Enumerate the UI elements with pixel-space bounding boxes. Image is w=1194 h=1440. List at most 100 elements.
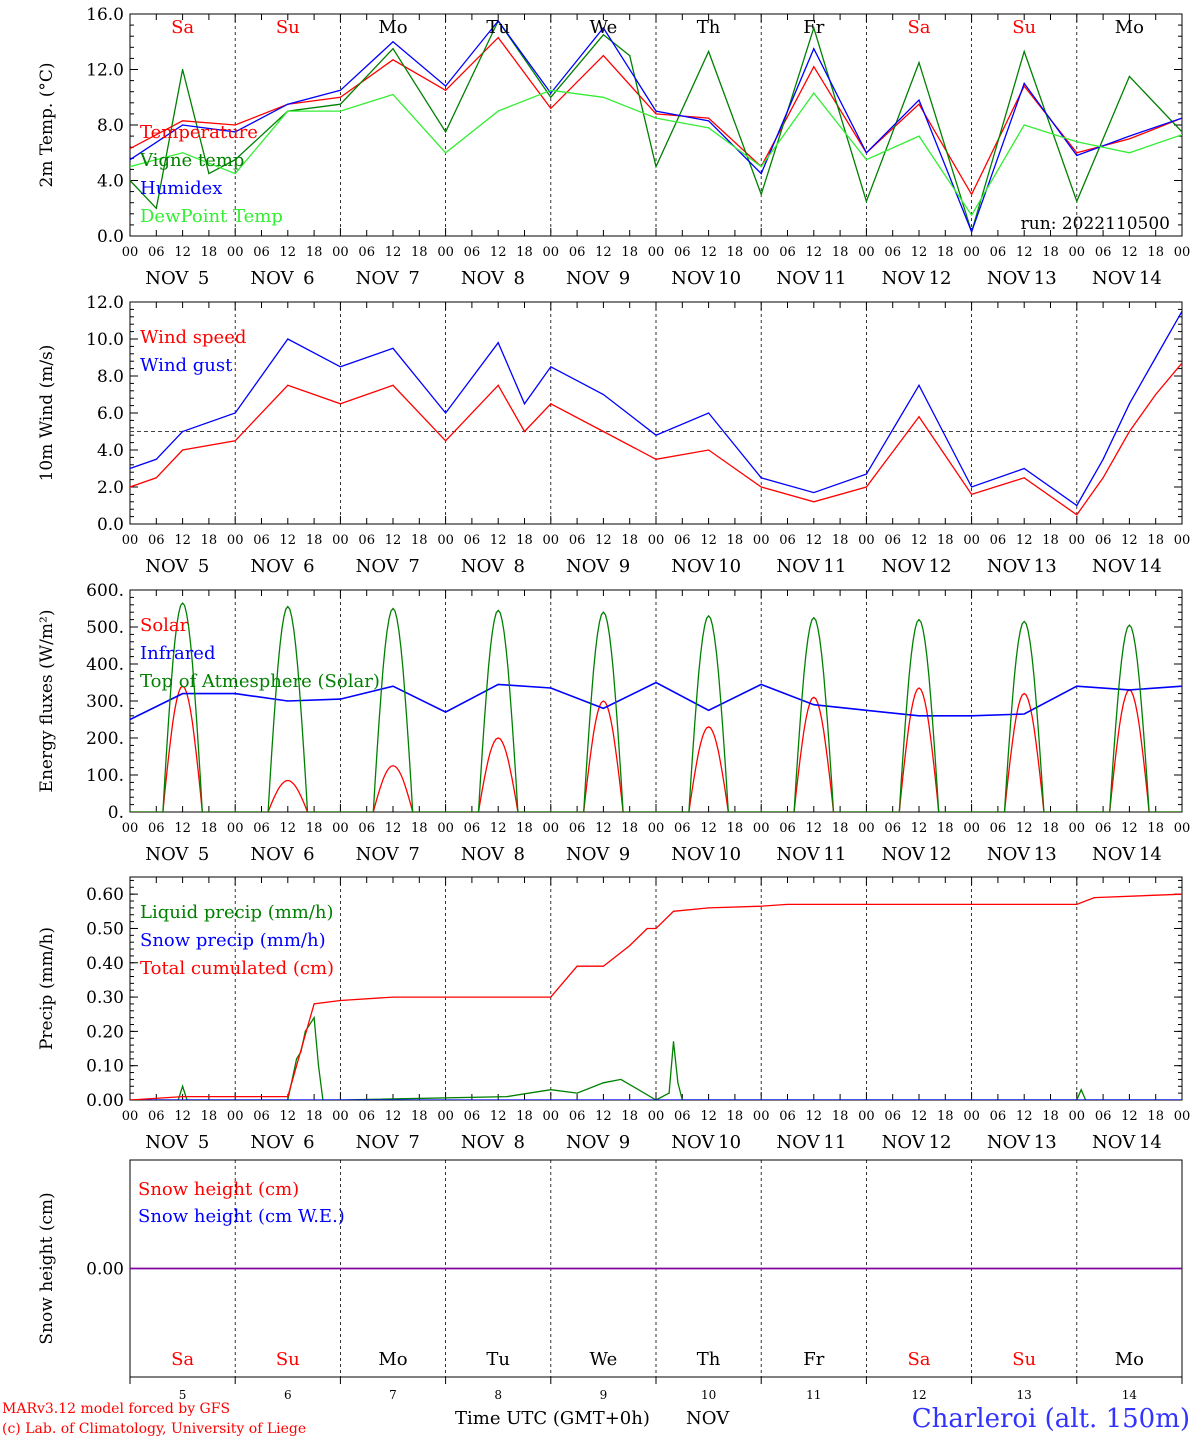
date-label-month: NOV bbox=[461, 268, 505, 289]
hour-label: 00 bbox=[963, 245, 980, 260]
y-tick-label: 16.0 bbox=[86, 5, 124, 25]
data-point bbox=[971, 715, 973, 717]
date-label-day: 11 bbox=[823, 556, 846, 577]
legend-entry: Snow height (cm) bbox=[138, 1179, 299, 1200]
hour-label: 00 bbox=[1069, 533, 1086, 548]
chart-panels: 0.0 4.0 8.0 12.0 16.0 2m Temp. (°C) Temperatur… bbox=[37, 5, 1190, 1402]
hour-label: 18 bbox=[411, 1109, 428, 1124]
date-label-day: 10 bbox=[718, 1132, 741, 1153]
y-tick-label: 0.20 bbox=[86, 1022, 124, 1042]
hour-label: 06 bbox=[779, 821, 796, 836]
data-point bbox=[339, 89, 341, 91]
data-point bbox=[339, 366, 341, 368]
day-of-week-label: Mo bbox=[378, 17, 407, 38]
hour-label: 06 bbox=[990, 533, 1007, 548]
hour-label: 18 bbox=[1147, 245, 1164, 260]
data-point bbox=[182, 430, 184, 433]
y-tick-label: 0.10 bbox=[86, 1057, 124, 1077]
legend-entry: Wind speed bbox=[140, 327, 246, 348]
data-point bbox=[234, 172, 236, 175]
day-of-week-label: Fr bbox=[803, 1349, 824, 1370]
y-tick-label: 0.0 bbox=[97, 227, 124, 247]
date-label-day: 12 bbox=[929, 268, 952, 289]
hour-label: 06 bbox=[569, 533, 586, 548]
hour-label: 12 bbox=[911, 245, 928, 260]
y-tick-label: 600. bbox=[86, 581, 124, 601]
hour-label: 06 bbox=[1095, 821, 1112, 836]
series-group bbox=[130, 601, 1182, 812]
data-point bbox=[497, 683, 499, 685]
hour-label: 00 bbox=[543, 245, 560, 260]
data-point bbox=[918, 384, 920, 386]
data-point bbox=[550, 96, 552, 98]
data-point bbox=[971, 486, 973, 488]
date-label-day: 11 bbox=[823, 1132, 846, 1153]
date-label-day: 12 bbox=[929, 1132, 952, 1153]
date-label-day: 12 bbox=[929, 844, 952, 865]
data-point bbox=[445, 711, 447, 713]
data-point bbox=[1128, 403, 1130, 405]
hour-label: 00 bbox=[437, 1109, 454, 1124]
data-point bbox=[629, 945, 631, 947]
date-label-month: NOV bbox=[145, 556, 189, 577]
hour-label: 18 bbox=[1147, 533, 1164, 548]
hour-label: 06 bbox=[569, 1109, 586, 1124]
hour-label: 12 bbox=[385, 533, 402, 548]
data-point bbox=[339, 999, 341, 1002]
hour-label: 12 bbox=[595, 821, 612, 836]
data-point bbox=[287, 384, 289, 386]
data-point bbox=[445, 85, 447, 87]
hour-label: 12 bbox=[911, 1109, 928, 1124]
data-point bbox=[130, 159, 131, 161]
data-point bbox=[708, 412, 710, 414]
data-point bbox=[576, 965, 578, 967]
y-tick-label: 2.0 bbox=[97, 478, 124, 498]
hour-label: 06 bbox=[884, 821, 901, 836]
data-point bbox=[576, 1092, 578, 1094]
hour-label: 06 bbox=[253, 533, 270, 548]
y-tick-label: 12.0 bbox=[86, 61, 124, 81]
date-label-day: 14 bbox=[1139, 556, 1162, 577]
hour-label: 12 bbox=[490, 1109, 507, 1124]
hour-label: 06 bbox=[674, 821, 691, 836]
hour-label: 12 bbox=[700, 821, 717, 836]
hour-label: 18 bbox=[621, 821, 638, 836]
data-point bbox=[760, 477, 762, 479]
hour-label: 12 bbox=[911, 533, 928, 548]
series-group bbox=[130, 893, 1182, 1100]
data-point bbox=[550, 403, 552, 405]
y-tick-label: 0.30 bbox=[86, 988, 124, 1008]
data-point bbox=[602, 965, 605, 967]
hour-label: 00 bbox=[858, 1109, 875, 1124]
hour-label: 12 bbox=[1121, 821, 1138, 836]
data-point bbox=[760, 166, 762, 168]
data-point bbox=[602, 393, 605, 396]
date-label-month: NOV bbox=[1092, 844, 1136, 865]
date-label-day: 10 bbox=[718, 268, 741, 289]
hour-label: 06 bbox=[253, 821, 270, 836]
hour-label: 12 bbox=[1016, 821, 1033, 836]
date-label-month: NOV bbox=[250, 1132, 294, 1153]
hour-label: 18 bbox=[621, 533, 638, 548]
legend-entry: Temperature bbox=[140, 122, 258, 143]
data-point bbox=[708, 449, 710, 451]
data-point bbox=[655, 927, 657, 930]
y-tick-label: 6.0 bbox=[97, 404, 124, 424]
data-point bbox=[182, 449, 184, 451]
y-tick-label: 0.00 bbox=[86, 1091, 124, 1111]
day-of-week-label: Mo bbox=[378, 1349, 407, 1370]
data-point bbox=[672, 1041, 675, 1043]
hour-label: 12 bbox=[280, 533, 297, 548]
date-label-month: NOV bbox=[882, 268, 926, 289]
date-label-day: 9 bbox=[619, 1132, 630, 1153]
day-number-label: 10 bbox=[701, 1388, 716, 1402]
date-label-month: NOV bbox=[566, 844, 610, 865]
hour-label: 18 bbox=[727, 533, 744, 548]
hour-label: 18 bbox=[1042, 245, 1059, 260]
legend-entry: Humidex bbox=[140, 178, 222, 199]
data-point bbox=[865, 152, 868, 154]
data-point bbox=[1076, 903, 1078, 906]
date-label-day: 10 bbox=[718, 556, 741, 577]
date-label-month: NOV bbox=[145, 268, 189, 289]
y-tick-label: 300. bbox=[86, 692, 124, 712]
